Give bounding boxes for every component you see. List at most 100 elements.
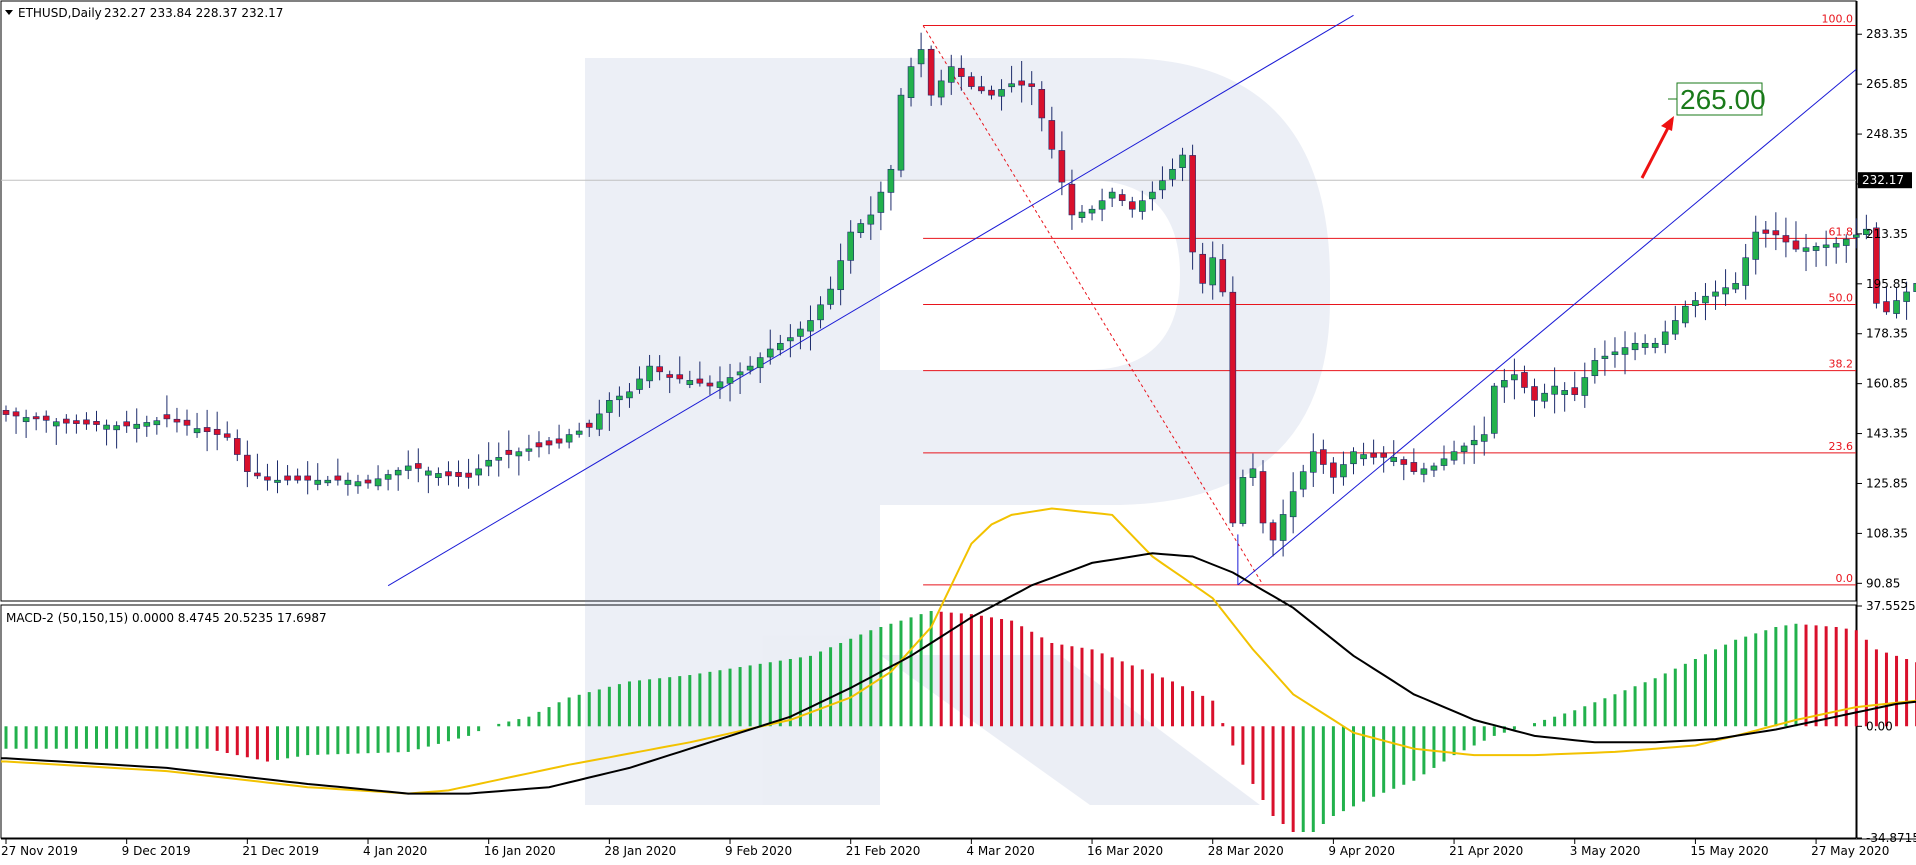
candle — [787, 324, 794, 358]
candle — [1028, 71, 1036, 106]
candle — [1601, 340, 1609, 376]
candle-body — [1370, 452, 1377, 458]
candle-body — [1078, 211, 1086, 219]
candle-body — [756, 357, 764, 369]
candle-body — [1903, 291, 1910, 302]
candle-body — [1561, 390, 1568, 395]
candle-body — [394, 469, 402, 476]
candle-body — [495, 457, 503, 461]
candle — [354, 474, 362, 494]
candle-body — [294, 475, 301, 481]
candle — [1048, 106, 1056, 159]
candle-body — [1631, 342, 1639, 351]
candle — [1320, 439, 1327, 474]
candle-body — [485, 459, 492, 467]
candle — [1229, 276, 1237, 527]
candle — [1299, 464, 1307, 498]
candle — [173, 407, 181, 433]
candle — [384, 469, 392, 491]
candle-body — [1913, 283, 1916, 292]
candle — [847, 220, 855, 274]
candle-body — [223, 433, 231, 438]
candle-body — [1772, 230, 1780, 236]
candle — [1913, 283, 1916, 292]
candle-body — [1853, 234, 1860, 238]
candle-body — [314, 479, 322, 485]
candle — [1762, 220, 1770, 248]
candle-body — [344, 479, 352, 485]
candle — [1249, 453, 1257, 486]
price-panel-frame — [0, 0, 1857, 602]
candle — [867, 196, 875, 240]
candle-body — [1360, 454, 1367, 460]
candle-body — [1501, 380, 1508, 388]
candle-body — [1541, 392, 1548, 402]
candle — [1712, 280, 1719, 310]
candle-body — [917, 49, 925, 65]
candle-body — [1259, 471, 1267, 524]
candle-body — [465, 472, 472, 478]
candle-body — [1762, 229, 1770, 234]
candle — [1088, 205, 1096, 221]
candle — [1591, 347, 1599, 384]
arrow-head-icon — [1661, 116, 1674, 131]
candle-body — [1692, 300, 1699, 306]
candle-body — [1028, 83, 1036, 87]
candle-body — [1098, 200, 1106, 210]
candle-body — [1249, 468, 1257, 478]
date-axis-label: 28 Mar 2020 — [1208, 844, 1284, 858]
candle — [968, 72, 975, 90]
candle-body — [1883, 301, 1890, 313]
price-axis-label: 213.35 — [1866, 227, 1908, 241]
candle — [1128, 196, 1136, 218]
price-axis-label: 90.85 — [1866, 576, 1900, 590]
candle-body — [1380, 452, 1387, 458]
candle-body — [274, 479, 281, 483]
date-axis-label: 16 Jan 2020 — [484, 844, 556, 858]
candle-body — [183, 419, 191, 426]
collapse-triangle-icon[interactable] — [5, 10, 13, 15]
candle — [63, 414, 70, 434]
candle — [1621, 331, 1629, 375]
candle-body — [1390, 457, 1398, 462]
candle — [254, 453, 261, 479]
candle-body — [83, 419, 90, 425]
candle-body — [1159, 180, 1166, 191]
candle — [1742, 243, 1749, 300]
candle-body — [626, 391, 633, 399]
candle-body — [606, 400, 613, 413]
candle — [103, 419, 110, 446]
candle — [465, 458, 472, 489]
candle-body — [877, 191, 885, 213]
candle — [1360, 442, 1367, 466]
candle — [1078, 205, 1086, 223]
fib-level-label: 100.0 — [1822, 13, 1854, 26]
candle-body — [746, 365, 754, 371]
candle-body — [907, 66, 915, 98]
candle — [907, 57, 915, 107]
candle-body — [1460, 445, 1468, 453]
candle — [1551, 367, 1558, 414]
candle — [726, 363, 734, 402]
candle-body — [777, 342, 784, 351]
candle-body — [133, 423, 141, 429]
candle — [1410, 448, 1418, 475]
target-annotation: 265.00 — [1640, 82, 1766, 179]
candle — [1118, 189, 1126, 207]
candle-body — [1551, 385, 1558, 395]
candle — [958, 55, 965, 91]
candle-body — [1139, 200, 1146, 212]
candle-body — [284, 475, 291, 481]
candle-body — [1219, 259, 1227, 293]
candle — [575, 422, 583, 438]
candle — [937, 69, 945, 106]
candle-body — [797, 328, 804, 337]
candle — [555, 424, 563, 449]
candle — [1209, 241, 1217, 300]
candle-body — [384, 474, 392, 480]
candle-body — [425, 470, 432, 476]
candle — [1199, 242, 1206, 294]
candle — [1390, 440, 1398, 467]
candle-body — [455, 472, 462, 477]
candle-body — [12, 411, 20, 417]
